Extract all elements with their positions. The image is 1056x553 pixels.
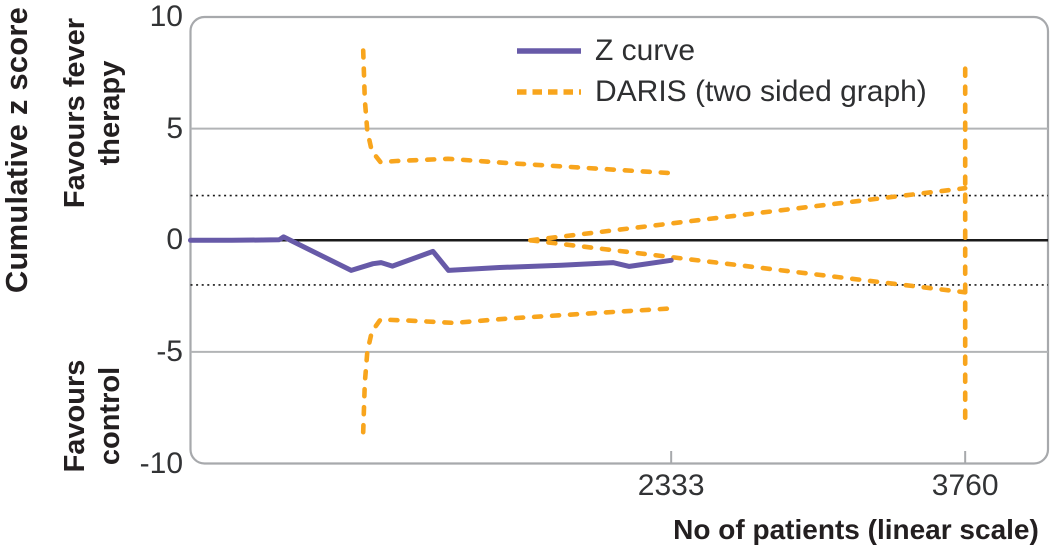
x-tick-label: 2333 (637, 469, 705, 502)
legend-label: DARIS (two sided graph) (595, 74, 927, 108)
y-tick-label: 0 (166, 223, 183, 257)
daris-lower-monitoring-boundary (360, 306, 676, 435)
y-region-label-line: Favours fever (59, 17, 91, 209)
y-tick-label: 5 (166, 111, 183, 145)
x-tick-label: 3760 (931, 469, 999, 502)
legend-item-z-curve: Z curve (514, 30, 927, 71)
y-region-label-line: therapy (94, 60, 126, 166)
daris-futility-lower (528, 238, 968, 295)
y-tick-label: -10 (139, 446, 183, 480)
y-region-label-favours-control: Favours control (58, 360, 128, 473)
z-curve-line (188, 234, 674, 273)
y-region-label-favours-therapy: Favours fever therapy (58, 18, 128, 208)
y-tick-label: 10 (149, 0, 183, 33)
legend-item-daris: DARIS (two sided graph) (514, 71, 927, 112)
y-region-label-line: control (94, 366, 126, 466)
legend-label: Z curve (595, 33, 696, 67)
daris-dashed-line-swatch-icon (517, 88, 581, 95)
x-axis-title: No of patients (linear scale) (673, 514, 1039, 545)
legend: Z curve DARIS (two sided graph) (514, 30, 927, 112)
y-region-label-line: Favours (59, 359, 91, 473)
daris-futility-upper (528, 185, 968, 243)
y-tick-label: -5 (156, 334, 183, 368)
z-curve-line-swatch-icon (517, 47, 581, 54)
y-axis-title: Cumulative z score (0, 6, 34, 294)
